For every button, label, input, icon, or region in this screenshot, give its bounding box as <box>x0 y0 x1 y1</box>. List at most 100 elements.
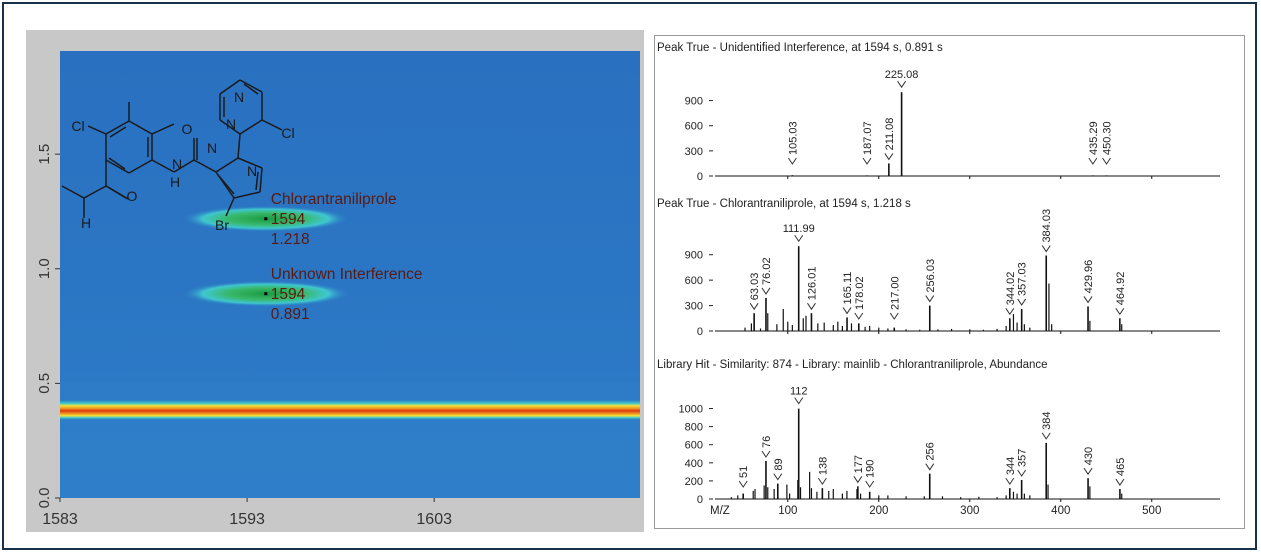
spectrum-3-y-tick-0: 0 <box>697 494 703 506</box>
mass-spectra: Peak True - Unidentified Interference, a… <box>657 42 1220 517</box>
x-axis-label: M/Z <box>710 505 730 517</box>
spectrum-3: Library Hit - Similarity: 874 - Library:… <box>657 359 1220 506</box>
spectrum-3-peak-label-5: 177 <box>853 455 865 473</box>
peak-marker-2 <box>264 292 268 296</box>
spectrum-2-peak-caret-1 <box>761 287 771 295</box>
spectrum-3-peak-label-9: 357 <box>1017 449 1029 467</box>
peak-name-2: Unknown Interference <box>271 266 423 283</box>
spectrum-3-peak-label-0: 51 <box>738 466 750 478</box>
spectrum-2-y-tick-3: 900 <box>685 250 703 262</box>
spectrum-3-peak-label-7: 256 <box>925 442 937 460</box>
spectrum-title-2: Peak True - Chlorantraniliprole, at 1594… <box>657 198 911 210</box>
y-tick-label-2: 1.0 <box>36 258 53 279</box>
spectrum-2-peak-label-7: 256.03 <box>925 259 937 293</box>
y-tick-label-1: 0.5 <box>36 373 53 394</box>
y-tick-label-0: 0.0 <box>36 488 53 509</box>
y-tick-label-3: 1.5 <box>36 144 53 165</box>
structure-bond <box>239 119 263 135</box>
spectrum-3-peak-caret-1 <box>761 450 771 458</box>
spectrum-1-peak-caret-4 <box>1088 157 1098 165</box>
x-tick-label-2: 300 <box>960 505 979 517</box>
structure-bond <box>151 159 175 173</box>
spectrum-3-peak-caret-12 <box>1115 478 1125 486</box>
peak-marker-1 <box>264 217 268 221</box>
spectrum-2-y-tick-0: 0 <box>697 326 703 338</box>
structure-atom-label-11: N <box>172 156 182 172</box>
structure-atom-label-0: Cl <box>71 118 84 134</box>
spectrum-1-peak-label-2: 211.08 <box>884 118 896 151</box>
structure-bond <box>233 191 261 199</box>
spectrum-3-peak-label-6: 190 <box>865 460 877 478</box>
spectrum-1-peak-caret-0 <box>787 157 797 165</box>
spectrum-3-peak-caret-9 <box>1017 469 1027 477</box>
spectrum-1-peak-caret-3 <box>897 80 907 89</box>
structure-atom-label-7: N <box>234 89 244 105</box>
structure-bond <box>237 133 241 159</box>
structure-atom-label-2: Cl <box>281 125 294 141</box>
spectrum-2-y-tick-1: 300 <box>685 301 703 313</box>
spectrum-3-y-tick-2: 400 <box>685 458 703 470</box>
spectrum-3-y-tick-5: 1000 <box>679 404 703 416</box>
spectrum-2-peak-caret-11 <box>1083 296 1093 304</box>
spectrum-3-peak-caret-11 <box>1083 467 1093 476</box>
structure-bond <box>219 79 241 95</box>
spectrum-3-y-tick-3: 600 <box>685 440 703 452</box>
spectrum-2-peak-caret-9 <box>1017 298 1027 306</box>
structure-atom-label-6: O <box>182 121 193 137</box>
structure-double-bond <box>218 175 235 195</box>
spectrum-3-peak-label-2: 89 <box>773 458 785 470</box>
structure-bond <box>87 125 107 135</box>
spectrum-3-peak-caret-2 <box>773 473 783 481</box>
spectrum-1-peak-label-3: 225.08 <box>885 69 919 81</box>
spectrum-3-peak-label-1: 76 <box>761 436 773 448</box>
spectrum-3-peak-caret-6 <box>865 480 875 488</box>
structure-double-bond <box>109 126 127 138</box>
spectrum-2-peak-caret-6 <box>889 312 899 320</box>
structure-bond <box>259 167 263 193</box>
spectrum-1-y-tick-2: 600 <box>685 121 703 133</box>
structure-bond <box>107 186 129 200</box>
structure-bond <box>151 123 175 135</box>
structure-bond <box>193 159 217 173</box>
spectrum-2-peak-caret-2 <box>794 234 804 243</box>
spectrum-1-peak-label-5: 450.30 <box>1102 121 1114 155</box>
peak-rt1-1: 1594 <box>271 211 306 228</box>
spectrum-2-peak-label-10: 384.03 <box>1041 209 1053 243</box>
x-tick-label-1: 1593 <box>229 511 265 528</box>
structure-bond <box>83 185 107 199</box>
structure-double-bond <box>108 157 126 170</box>
x-tick-label-0: 100 <box>778 505 797 517</box>
spectrum-3-peak-label-3: 112 <box>790 386 808 398</box>
structure-bond <box>128 159 153 174</box>
structure-bond <box>239 79 263 93</box>
peak-rt1-2: 1594 <box>271 286 306 303</box>
spectrum-3-peak-caret-4 <box>817 477 827 486</box>
spectrum-title-1: Peak True - Unidentified Interference, a… <box>657 42 943 54</box>
x-tick-label-3: 400 <box>1051 505 1070 517</box>
structure-atom-label-8: H <box>81 215 91 231</box>
spectrum-2: Peak True - Chlorantraniliprole, at 1594… <box>657 198 1220 338</box>
spectrum-2-peak-caret-7 <box>925 295 935 303</box>
spectrum-2-peak-caret-0 <box>749 302 759 311</box>
spectrum-2-y-tick-2: 600 <box>685 275 703 287</box>
spectrum-2-peak-label-4: 165.11 <box>842 272 854 305</box>
spectrum-2-peak-label-5: 178.02 <box>854 276 866 310</box>
spectrum-3-y-tick-4: 800 <box>685 422 703 434</box>
structure-bond <box>215 157 239 173</box>
spectrum-1-y-tick-3: 900 <box>685 96 703 108</box>
structure-double-bond <box>255 171 259 191</box>
peak-rt2-1: 1.218 <box>271 231 310 248</box>
spectrum-3-peak-caret-3 <box>794 397 804 405</box>
spectrum-2-peak-label-2: 111.99 <box>783 223 815 235</box>
spectrum-2-peak-caret-4 <box>842 307 852 315</box>
spectrum-2-peak-label-12: 464.92 <box>1115 272 1127 306</box>
spectrum-1-peak-label-0: 105.03 <box>787 121 799 155</box>
structure-atom-label-4: H <box>170 174 180 190</box>
x-tick-label-1: 200 <box>869 505 888 517</box>
spectrum-3-peak-label-11: 430 <box>1083 447 1095 465</box>
low-region-shading <box>60 381 640 498</box>
peak-rt2-2: 0.891 <box>271 306 310 323</box>
spectrum-2-peak-caret-5 <box>854 312 864 320</box>
